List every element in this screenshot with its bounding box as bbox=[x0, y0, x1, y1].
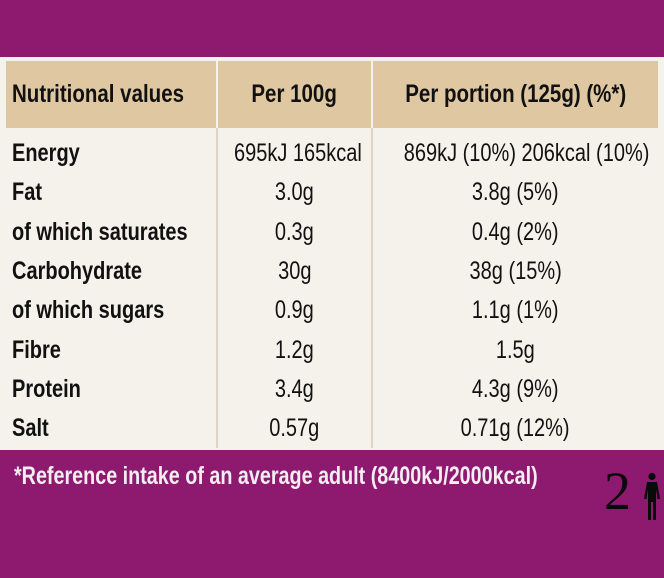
column-header-per-100g: Per 100g bbox=[217, 61, 373, 128]
nutrient-name: of which saturates bbox=[6, 212, 218, 252]
per-100g-value: 695kJ 165kcal bbox=[217, 128, 373, 174]
nutrient-name: Fat bbox=[6, 173, 218, 213]
table-row: Carbohydrate 30g 38g (15%) bbox=[6, 251, 658, 292]
per-100g-value: 3.0g bbox=[217, 173, 373, 213]
person-icon bbox=[644, 472, 660, 520]
table-header-row: Nutritional values Per 100g Per portion … bbox=[6, 61, 658, 128]
table-row: of which sugars 0.9g 1.1g (1%) bbox=[6, 291, 658, 331]
table-row: Energy 695kJ 165kcal 869kJ (10%) 206kcal… bbox=[6, 128, 658, 174]
per-portion-value: 3.8g (5%) bbox=[472, 178, 559, 207]
per-100g-value: 0.3g bbox=[217, 212, 373, 252]
portion-count-number: 2 bbox=[604, 461, 631, 521]
per-portion-value: 1.1g (1%) bbox=[472, 296, 559, 325]
per-portion-value: 4.3g (9%) bbox=[472, 374, 559, 403]
per-100g-value: 3.4g bbox=[217, 369, 373, 410]
per-portion-value: 0.4g (2%) bbox=[472, 217, 559, 246]
table-row: Salt 0.57g 0.71g (12%) bbox=[6, 409, 658, 449]
per-portion-value: 869kJ (10%) 206kcal (10%) bbox=[403, 139, 650, 168]
portion-count-badge: 2 bbox=[604, 464, 664, 524]
table-row: of which saturates 0.3g 0.4g (2%) bbox=[6, 212, 658, 252]
reference-intake-footnote: *Reference intake of an average adult (8… bbox=[14, 462, 538, 490]
nutrient-name: Carbohydrate bbox=[6, 251, 218, 292]
per-portion-value: 38g (15%) bbox=[469, 257, 562, 286]
per-100g-value: 0.57g bbox=[217, 409, 373, 449]
per-portion-value: 1.5g bbox=[496, 335, 535, 364]
nutrient-name: Fibre bbox=[6, 330, 218, 370]
column-header-nutritional-values: Nutritional values bbox=[6, 61, 218, 128]
per-100g-value: 30g bbox=[217, 251, 373, 292]
per-portion-value: 0.71g (12%) bbox=[461, 414, 570, 443]
table-row: Fibre 1.2g 1.5g bbox=[6, 330, 658, 370]
table-row: Fat 3.0g 3.8g (5%) bbox=[6, 173, 658, 213]
column-header-per-portion: Per portion (125g) (%*) bbox=[372, 61, 658, 128]
per-100g-value: 1.2g bbox=[217, 330, 373, 370]
per-100g-value: 0.9g bbox=[217, 291, 373, 331]
nutrient-name: Energy bbox=[6, 128, 218, 174]
nutrient-name: of which sugars bbox=[6, 291, 218, 331]
nutrient-name: Salt bbox=[6, 409, 218, 449]
nutrition-table: Nutritional values Per 100g Per portion … bbox=[6, 61, 658, 449]
table-row: Protein 3.4g 4.3g (9%) bbox=[6, 369, 658, 410]
nutrient-name: Protein bbox=[6, 369, 218, 410]
